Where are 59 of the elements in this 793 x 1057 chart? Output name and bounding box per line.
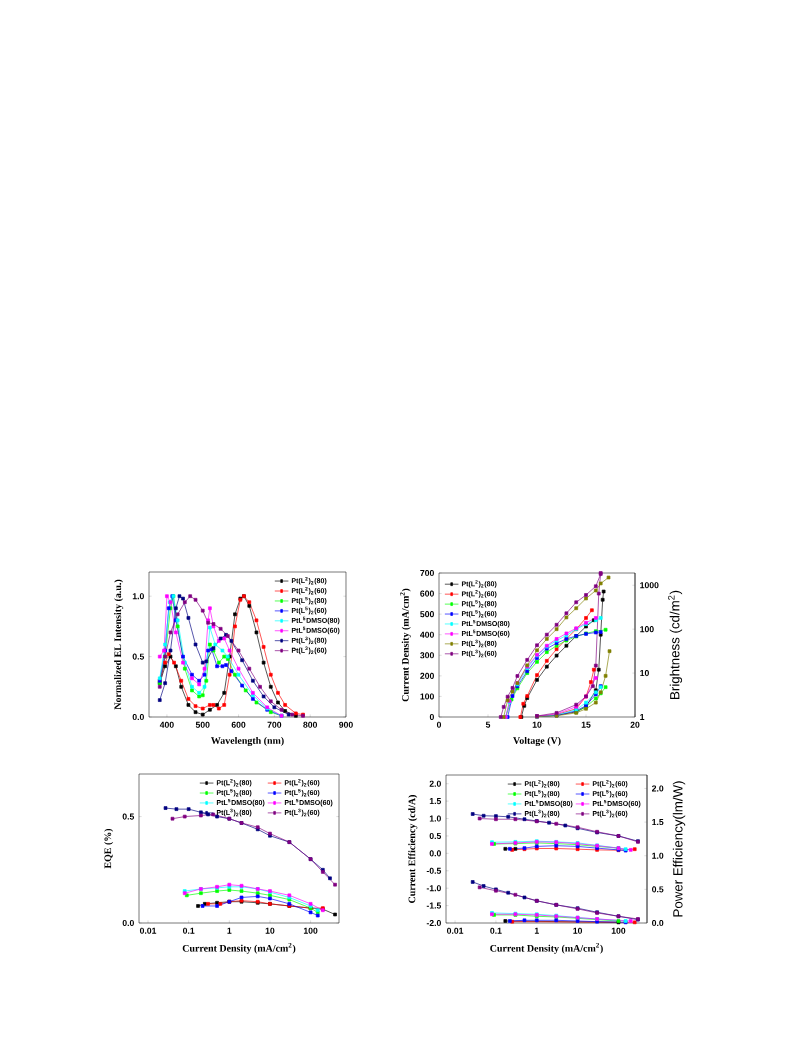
x-tick-label: 0.01: [139, 927, 157, 934]
x-tick-label: 800: [303, 721, 318, 728]
y-tick-label: 1.0: [132, 593, 144, 600]
y-tick-label: 300: [420, 652, 434, 659]
y-tick-label: 0.0: [132, 713, 144, 721]
y-tick-label: 0.0: [429, 850, 441, 857]
y2-tick-label: 100: [640, 626, 654, 633]
y-tick-label: 0.5: [429, 832, 442, 840]
y2-tick-label: 0.0: [652, 919, 664, 927]
y-axis-title: Normalized EL Intensity (a.u.): [114, 579, 124, 710]
x-tick-label: 0.1: [182, 927, 195, 934]
x-tick-label: 0.01: [447, 927, 464, 934]
y-tick-label: 400: [420, 631, 434, 638]
x-tick-label: 600: [231, 721, 246, 728]
y2-tick-label: 1.5: [652, 819, 664, 826]
y2-tick-label: 2.0: [651, 785, 664, 792]
x-axis-title: Wavelength (nm): [210, 736, 284, 747]
y-tick-label: 500: [420, 611, 434, 618]
y-tick-label: 0: [429, 713, 434, 721]
y-tick-label: 1.0: [429, 815, 441, 822]
x-axis-title: Current Density (mA/cm$^{2}$): [182, 942, 296, 954]
y-tick-label: 1.5: [429, 798, 442, 805]
y-tick-label: -1.5: [426, 902, 442, 909]
y2-tick-label: 1.0: [652, 852, 664, 859]
x-tick-label: 5: [485, 721, 491, 728]
y-tick-label: 600: [420, 590, 434, 597]
x-tick-label: 100: [303, 927, 318, 934]
y-axis-title: Current Density (mA/cm$^{2}$): [400, 588, 411, 702]
y-tick-label: -2.0: [426, 919, 441, 927]
x-tick-label: 10: [265, 927, 275, 934]
y2-tick-label: 0.5: [652, 886, 664, 893]
x-tick-label: 100: [611, 927, 626, 934]
y2-axis-title: Power Efficiency(lm/W): [672, 781, 686, 917]
x-axis-title: Voltage (V): [513, 736, 561, 747]
y2-axis-title: Brightness (cd/m$^{2}$): [668, 590, 683, 699]
y-tick-label: -1.0: [426, 885, 441, 892]
x-tick-label: 10: [573, 927, 583, 934]
y-tick-label: 2.0: [429, 780, 441, 787]
y-tick-label: -0.5: [426, 867, 442, 874]
y2-tick-label: 1: [640, 714, 645, 720]
x-tick-label: 10: [532, 721, 542, 728]
y-tick-label: 200: [420, 672, 434, 679]
x-tick-label: 500: [195, 721, 210, 728]
x-tick-label: 20: [630, 721, 640, 728]
y-tick-label: 100: [420, 693, 434, 700]
x-tick-label: 15: [581, 721, 591, 728]
x-tick-label: 900: [339, 721, 353, 728]
y-axis-title: Current Efficiency (cd/A): [408, 795, 418, 903]
x-tick-label: 1: [534, 927, 539, 934]
x-tick-label: 0.1: [490, 927, 502, 934]
x-tick-label: 400: [159, 721, 174, 728]
y-tick-label: 700: [420, 569, 434, 577]
y-axis-title: EQE (%): [104, 828, 114, 869]
x-axis-title: Current Density (mA/cm$^{2}$): [490, 942, 603, 954]
y2-tick-label: 10: [640, 670, 649, 677]
x-tick-label: 700: [267, 721, 282, 728]
y-tick-label: 0.5: [132, 653, 145, 660]
y2-tick-label: 1000: [640, 582, 659, 589]
x-tick-label: 1: [227, 927, 232, 934]
